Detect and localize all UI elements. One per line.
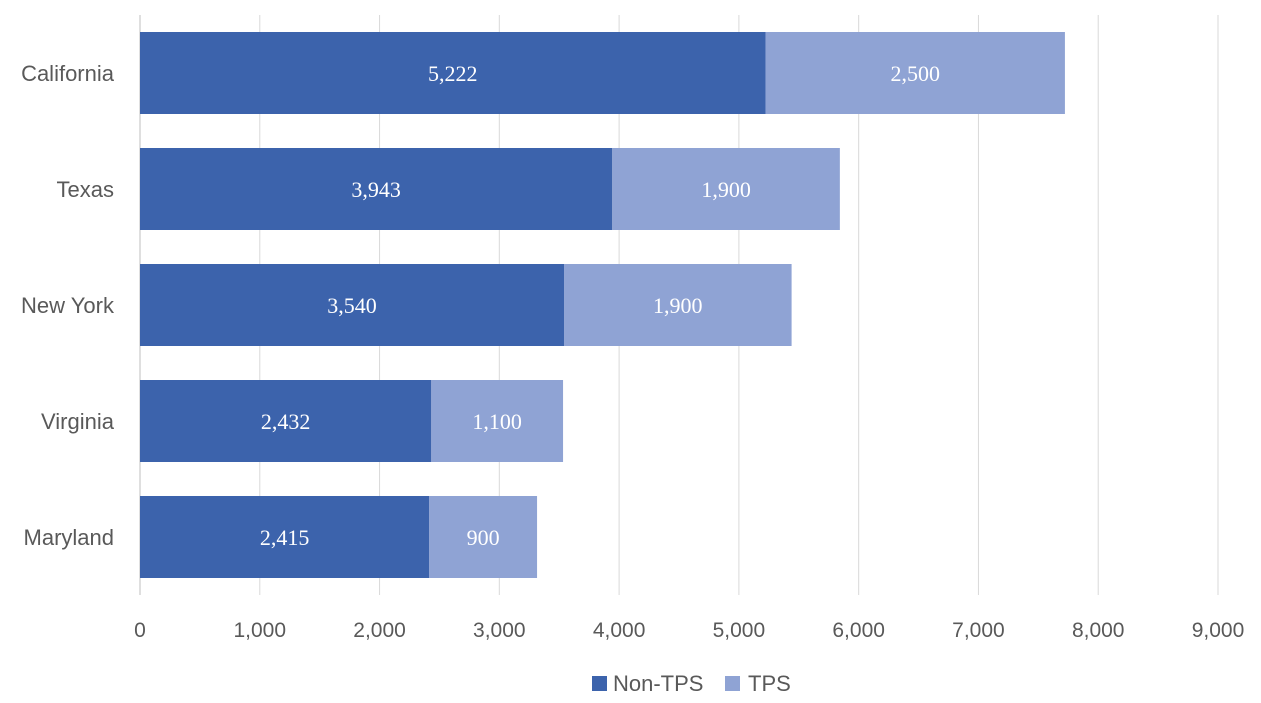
category-label: Virginia <box>41 409 115 434</box>
category-labels: California Texas New York Virginia Maryland <box>21 61 115 550</box>
bar-value-label: 900 <box>467 525 500 550</box>
legend: Non-TPS TPS <box>592 671 791 696</box>
bar-segment-tps <box>564 264 792 346</box>
bar-segment-tps <box>429 496 538 578</box>
category-label: California <box>21 61 115 86</box>
bar-segment-non-tps <box>140 264 565 346</box>
bar-segment-non-tps <box>140 148 613 230</box>
legend-swatch <box>592 676 607 691</box>
bar-segment-non-tps <box>140 496 430 578</box>
bar-value-label: 3,540 <box>327 293 377 318</box>
bar-segment-tps <box>765 32 1065 114</box>
bars: 5,222 2,500 3,943 1,900 3,540 1,900 2,432 1,100… <box>140 32 1065 578</box>
x-tick-label: 1,000 <box>233 619 286 642</box>
x-tick-label: 2,000 <box>353 619 406 642</box>
x-tick-label: 7,000 <box>952 619 1005 642</box>
bar-segment-tps <box>431 380 564 462</box>
bar-value-label: 2,432 <box>261 409 311 434</box>
x-tick-label: 5,000 <box>713 619 766 642</box>
x-tick-label: 8,000 <box>1072 619 1125 642</box>
x-axis-tick-labels: 0 1,000 2,000 3,000 4,000 5,000 6,000 7,000 8,00… <box>134 619 1244 642</box>
bar-segment-non-tps <box>140 380 432 462</box>
x-tick-label: 9,000 <box>1192 619 1245 642</box>
bar-value-label: 1,900 <box>653 293 703 318</box>
bar-value-label: 1,900 <box>701 177 751 202</box>
legend-label: TPS <box>748 671 791 696</box>
x-tick-label: 0 <box>134 619 146 642</box>
category-label: Maryland <box>24 525 114 550</box>
x-tick-label: 6,000 <box>832 619 885 642</box>
legend-swatch <box>725 676 740 691</box>
category-label: New York <box>21 293 115 318</box>
bar-value-label: 2,415 <box>260 525 310 550</box>
x-tick-label: 4,000 <box>593 619 646 642</box>
x-tick-label: 3,000 <box>473 619 526 642</box>
category-label: Texas <box>57 177 114 202</box>
bar-segment-non-tps <box>140 32 766 114</box>
bar-value-label: 5,222 <box>428 61 478 86</box>
legend-label: Non-TPS <box>613 671 703 696</box>
bar-segment-tps <box>612 148 840 230</box>
bar-value-label: 3,943 <box>351 177 401 202</box>
bar-value-label: 1,100 <box>472 409 522 434</box>
bar-value-label: 2,500 <box>890 61 940 86</box>
